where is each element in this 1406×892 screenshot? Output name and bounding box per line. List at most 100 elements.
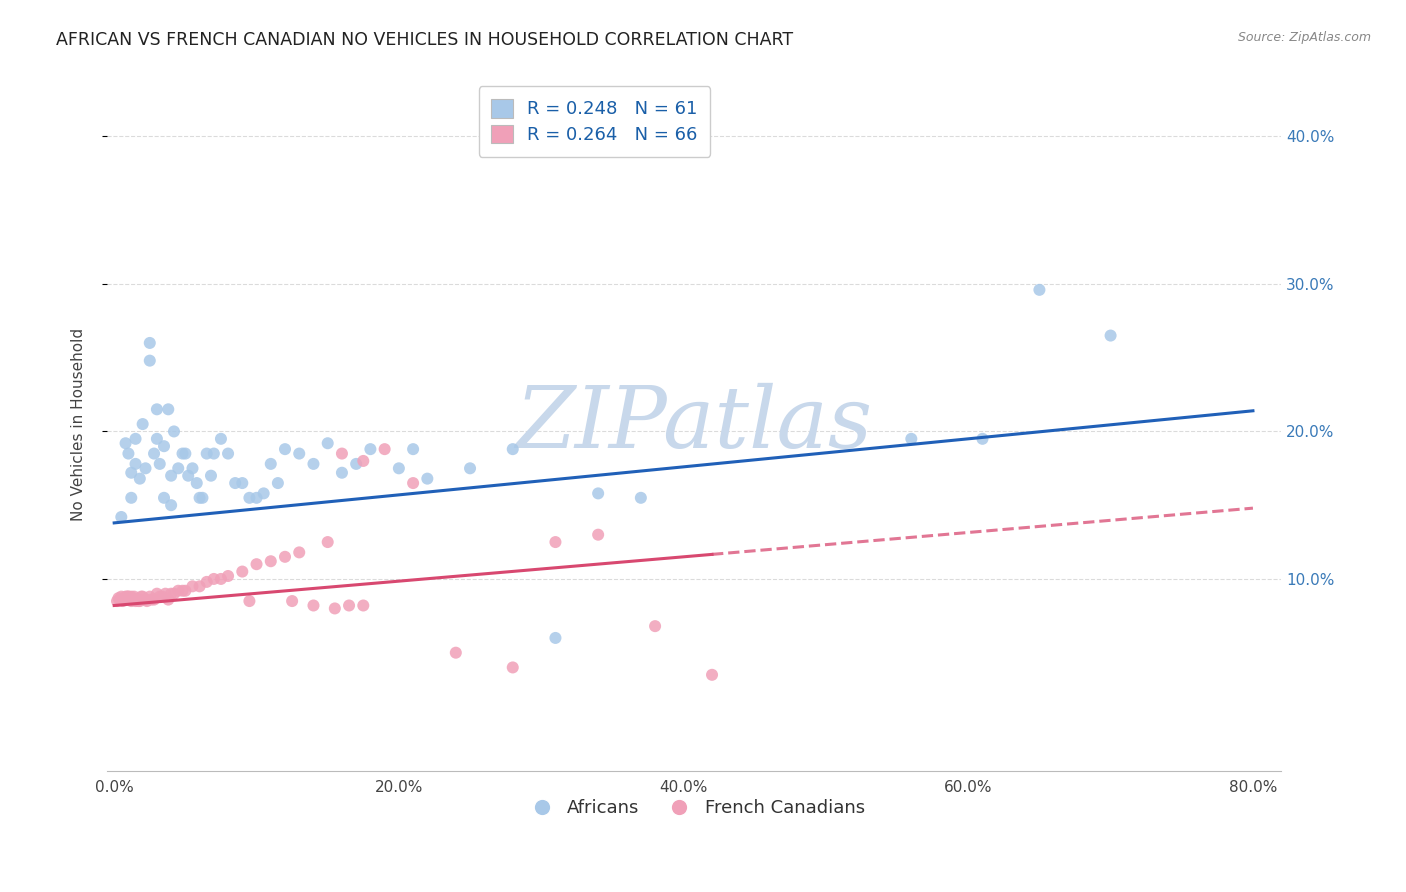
Point (202, 446, 225, 460)
Point (128, 594, 150, 608)
Point (288, 545, 311, 559)
Point (117, 590, 139, 604)
Point (153, 491, 176, 505)
Point (114, 590, 136, 604)
Point (359, 442, 381, 457)
Point (316, 535, 339, 549)
Point (146, 587, 169, 601)
Point (288, 446, 311, 460)
Point (120, 590, 142, 604)
Point (110, 510, 132, 524)
Point (195, 446, 218, 460)
Point (136, 594, 159, 608)
Point (124, 592, 146, 607)
Point (134, 461, 156, 475)
Point (302, 457, 325, 471)
Point (224, 476, 246, 491)
Point (177, 468, 200, 483)
Point (167, 461, 190, 475)
Point (172, 583, 194, 598)
Point (231, 476, 253, 491)
Text: ZIPatlas: ZIPatlas (516, 383, 873, 466)
Point (900, 432, 922, 446)
Point (302, 599, 325, 613)
Point (160, 587, 183, 601)
Point (124, 432, 146, 446)
Point (115, 590, 138, 604)
Point (502, 660, 524, 674)
Point (112, 592, 135, 607)
Point (344, 457, 367, 471)
Point (127, 594, 149, 608)
Point (217, 446, 239, 460)
Point (238, 594, 260, 608)
Point (163, 425, 186, 439)
Text: AFRICAN VS FRENCH CANADIAN NO VEHICLES IN HOUSEHOLD CORRELATION CHART: AFRICAN VS FRENCH CANADIAN NO VEHICLES I… (56, 31, 793, 49)
Point (1099, 328, 1122, 343)
Point (181, 579, 204, 593)
Point (181, 461, 204, 475)
Point (121, 592, 143, 607)
Point (388, 461, 411, 475)
Point (195, 574, 218, 589)
Point (337, 599, 360, 613)
Point (188, 579, 211, 593)
Point (245, 491, 267, 505)
Point (149, 457, 172, 471)
Point (188, 491, 211, 505)
Point (134, 592, 156, 607)
Point (129, 590, 152, 604)
Point (160, 498, 183, 512)
Point (402, 476, 425, 491)
Point (157, 592, 180, 607)
Point (200, 468, 222, 483)
Point (972, 432, 994, 446)
Point (458, 461, 481, 475)
Point (374, 442, 396, 457)
Point (143, 592, 166, 607)
Point (114, 436, 136, 450)
Point (352, 599, 374, 613)
Point (330, 466, 353, 480)
Point (586, 486, 609, 500)
Point (544, 631, 567, 645)
Point (117, 590, 139, 604)
Point (444, 646, 467, 660)
Point (209, 432, 232, 446)
Point (110, 590, 132, 604)
Point (644, 619, 666, 633)
Point (316, 436, 339, 450)
Point (160, 468, 183, 483)
Point (217, 569, 239, 583)
Point (209, 572, 232, 586)
Point (117, 446, 139, 460)
Point (202, 572, 225, 586)
Point (245, 558, 267, 572)
Point (149, 590, 172, 604)
Point (107, 591, 129, 606)
Point (167, 583, 190, 598)
Point (630, 491, 652, 505)
Point (155, 587, 177, 601)
Point (274, 549, 297, 564)
Point (131, 417, 153, 431)
Point (186, 476, 208, 491)
Point (402, 442, 425, 457)
Point (191, 491, 214, 505)
Y-axis label: No Vehicles in Household: No Vehicles in Household (72, 327, 86, 521)
Point (152, 590, 174, 604)
Point (502, 442, 524, 457)
Point (143, 446, 166, 460)
Point (114, 591, 136, 606)
Point (122, 590, 145, 604)
Point (253, 486, 276, 500)
Point (153, 439, 176, 453)
Text: Source: ZipAtlas.com: Source: ZipAtlas.com (1237, 31, 1371, 45)
Point (139, 353, 162, 368)
Point (128, 592, 150, 607)
Point (111, 594, 134, 608)
Point (124, 457, 146, 471)
Point (700, 668, 723, 682)
Point (120, 466, 142, 480)
Point (323, 601, 346, 615)
